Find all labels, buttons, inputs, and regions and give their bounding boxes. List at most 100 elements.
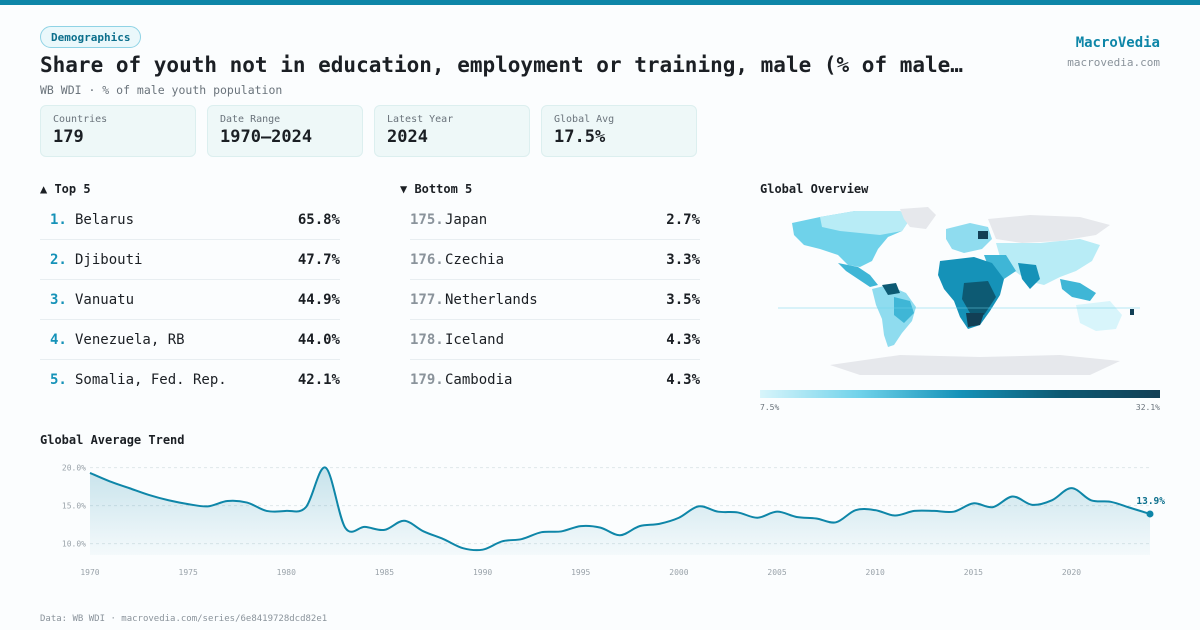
map-svg	[778, 207, 1140, 375]
trend-area-fill	[90, 467, 1150, 555]
map-region-central-africa[interactable]	[962, 281, 996, 315]
last-data-point	[1146, 510, 1154, 518]
category-badge[interactable]: Demographics	[40, 26, 142, 48]
top5-list: 1. Belarus 65.8% 2. Djibouti 47.7% 3. Va…	[40, 200, 340, 400]
x-tick-label: 1980	[277, 568, 296, 577]
stat-label: Countries	[53, 114, 108, 125]
rank-number: 4.	[50, 332, 67, 348]
rank-number: 179.	[410, 372, 444, 388]
map-heading: Global Overview	[760, 182, 869, 196]
map-legend-colorbar	[760, 390, 1160, 398]
brand: MacroVedia macrovedia.com	[1067, 35, 1160, 69]
map-region-south-asia[interactable]	[1018, 263, 1040, 289]
list-item[interactable]: 3. Vanuatu 44.9%	[40, 280, 340, 320]
stat-label: Global Avg	[554, 114, 615, 125]
country-value: 3.5%	[666, 292, 700, 308]
y-tick-label: 15.0%	[62, 502, 86, 511]
stat-value: 179	[53, 127, 84, 147]
country-name: Belarus	[75, 212, 135, 228]
map-region-southeast-asia[interactable]	[1060, 279, 1096, 301]
trend-line-chart[interactable]: 20.0% 15.0% 10.0% 1970 1975 1980 1985 1990 1995 2…	[40, 455, 1170, 585]
world-choropleth-map[interactable]	[760, 205, 1160, 380]
map-region-europe[interactable]	[946, 223, 992, 253]
country-value: 47.7%	[297, 252, 340, 268]
rank-number: 178.	[410, 332, 444, 348]
rank-number: 1.	[50, 212, 67, 228]
x-tick-label: 2005	[767, 568, 786, 577]
top5-heading: ▲ Top 5	[40, 182, 91, 196]
map-region-russia[interactable]	[988, 215, 1110, 243]
x-tick-label: 1985	[375, 568, 394, 577]
map-region-southern-africa[interactable]	[966, 313, 984, 327]
country-name: Iceland	[445, 332, 505, 348]
list-item[interactable]: 175. Japan 2.7%	[410, 200, 700, 240]
legend-max-label: 32.1%	[1135, 403, 1160, 412]
last-value-label: 13.9%	[1136, 496, 1165, 507]
top-accent-bar	[0, 0, 1200, 5]
country-value: 44.0%	[297, 332, 340, 348]
map-region-brazil[interactable]	[894, 297, 914, 323]
country-name: Czechia	[445, 252, 505, 268]
country-name: Vanuatu	[75, 292, 135, 308]
country-name: Venezuela, RB	[75, 332, 185, 348]
list-item[interactable]: 177. Netherlands 3.5%	[410, 280, 700, 320]
stat-card-date-range: Date Range 1970–2024	[207, 105, 363, 157]
country-value: 44.9%	[297, 292, 340, 308]
x-tick-label: 1995	[571, 568, 590, 577]
list-item[interactable]: 178. Iceland 4.3%	[410, 320, 700, 360]
country-name: Cambodia	[445, 372, 513, 388]
x-tick-label: 2000	[669, 568, 688, 577]
map-region-vanuatu[interactable]	[1130, 309, 1134, 315]
map-region-australia[interactable]	[1076, 301, 1122, 331]
rank-number: 176.	[410, 252, 444, 268]
x-tick-label: 2010	[866, 568, 885, 577]
list-item[interactable]: 4. Venezuela, RB 44.0%	[40, 320, 340, 360]
list-item[interactable]: 179. Cambodia 4.3%	[410, 360, 700, 400]
trend-heading: Global Average Trend	[40, 433, 185, 447]
list-item[interactable]: 1. Belarus 65.8%	[40, 200, 340, 240]
map-region-asia[interactable]	[996, 239, 1100, 285]
country-name: Japan	[445, 212, 488, 228]
stat-label: Latest Year	[387, 114, 454, 125]
country-value: 65.8%	[297, 212, 340, 228]
x-tick-label: 1990	[473, 568, 492, 577]
stat-value: 2024	[387, 127, 428, 147]
country-value: 4.3%	[666, 332, 700, 348]
country-value: 4.3%	[666, 372, 700, 388]
map-region-greenland[interactable]	[900, 207, 936, 229]
list-item[interactable]: 5. Somalia, Fed. Rep. 42.1%	[40, 360, 340, 400]
brand-url[interactable]: macrovedia.com	[1067, 56, 1160, 69]
map-region-venezuela[interactable]	[882, 283, 900, 295]
map-region-belarus[interactable]	[978, 231, 988, 239]
stat-value: 17.5%	[554, 127, 606, 147]
country-value: 42.1%	[297, 372, 340, 388]
map-region-middle-east[interactable]	[984, 255, 1016, 279]
stat-card-global-avg: Global Avg 17.5%	[541, 105, 697, 157]
page-title: Share of youth not in education, employm…	[40, 53, 963, 77]
stat-card-countries: Countries 179	[40, 105, 196, 157]
country-name: Netherlands	[445, 292, 538, 308]
brand-name[interactable]: MacroVedia	[1075, 35, 1160, 51]
y-tick-label: 20.0%	[62, 464, 86, 473]
rank-number: 2.	[50, 252, 67, 268]
y-tick-label: 10.0%	[62, 540, 86, 549]
country-value: 3.3%	[666, 252, 700, 268]
rank-number: 175.	[410, 212, 444, 228]
x-tick-label: 2020	[1062, 568, 1081, 577]
rank-number: 3.	[50, 292, 67, 308]
map-region-canada[interactable]	[820, 211, 910, 235]
list-item[interactable]: 176. Czechia 3.3%	[410, 240, 700, 280]
stat-value: 1970–2024	[220, 127, 313, 147]
page-subtitle: WB WDI · % of male youth population	[40, 83, 283, 97]
legend-min-label: 7.5%	[760, 403, 780, 412]
x-tick-label: 1970	[80, 568, 99, 577]
map-region-antarctica[interactable]	[830, 355, 1120, 375]
country-name: Somalia, Fed. Rep.	[75, 372, 227, 388]
x-tick-label: 1975	[179, 568, 198, 577]
list-item[interactable]: 2. Djibouti 47.7%	[40, 240, 340, 280]
stat-card-latest-year: Latest Year 2024	[374, 105, 530, 157]
map-region-mexico[interactable]	[838, 263, 878, 287]
footer-source: Data: WB WDI · macrovedia.com/series/6e8…	[40, 614, 328, 624]
bottom5-list: 175. Japan 2.7% 176. Czechia 3.3% 177. N…	[410, 200, 700, 400]
x-tick-label: 2015	[964, 568, 983, 577]
